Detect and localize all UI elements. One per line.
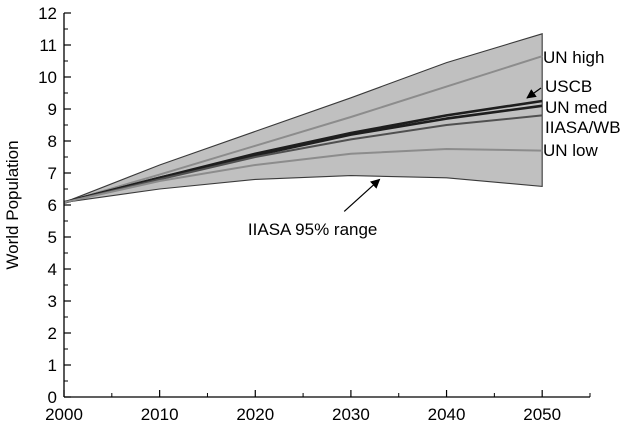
y-tick-label: 10 bbox=[38, 68, 57, 87]
y-tick-label: 3 bbox=[48, 292, 57, 311]
x-tick-label: 2020 bbox=[236, 405, 274, 424]
y-tick-label: 7 bbox=[48, 164, 57, 183]
uscb-pointer-arrow bbox=[526, 87, 542, 99]
band-annotation-label: IIASA 95% range bbox=[248, 220, 377, 239]
y-tick-label: 5 bbox=[48, 228, 57, 247]
y-tick-label: 1 bbox=[48, 356, 57, 375]
x-tick-label: 2040 bbox=[428, 405, 466, 424]
series-line-un-med bbox=[63, 104, 543, 204]
iiasa-95-range-band bbox=[63, 33, 543, 203]
band-layer bbox=[63, 33, 543, 203]
y-tick-label: 12 bbox=[38, 4, 57, 23]
band-annotation-arrow bbox=[343, 178, 381, 212]
series-line-un-high bbox=[63, 55, 543, 204]
series-line-iiasa-wb bbox=[63, 114, 543, 204]
x-tick-label: 2010 bbox=[141, 405, 179, 424]
series-label-un-low: UN low bbox=[543, 141, 599, 160]
series-line-un-low bbox=[63, 148, 543, 204]
y-tick-label: 2 bbox=[48, 324, 57, 343]
series-label-un-high: UN high bbox=[543, 48, 604, 67]
x-tick-label: 2050 bbox=[523, 405, 561, 424]
series-layer bbox=[63, 55, 543, 204]
y-tick-label: 6 bbox=[48, 196, 57, 215]
series-label-uscb: USCB bbox=[545, 77, 592, 96]
y-axis-title: World Population bbox=[3, 140, 22, 269]
y-tick-label: 4 bbox=[48, 260, 57, 279]
x-tick-label: 2000 bbox=[45, 405, 83, 424]
y-tick-label: 11 bbox=[39, 36, 57, 55]
series-label-iiasa-wb: IIASA/WB bbox=[545, 118, 621, 137]
y-tick-label: 0 bbox=[48, 388, 57, 407]
y-tick-label: 9 bbox=[48, 100, 57, 119]
series-label-un-med: UN med bbox=[545, 98, 607, 117]
x-tick-label: 2030 bbox=[332, 405, 370, 424]
y-tick-label: 8 bbox=[48, 132, 57, 151]
